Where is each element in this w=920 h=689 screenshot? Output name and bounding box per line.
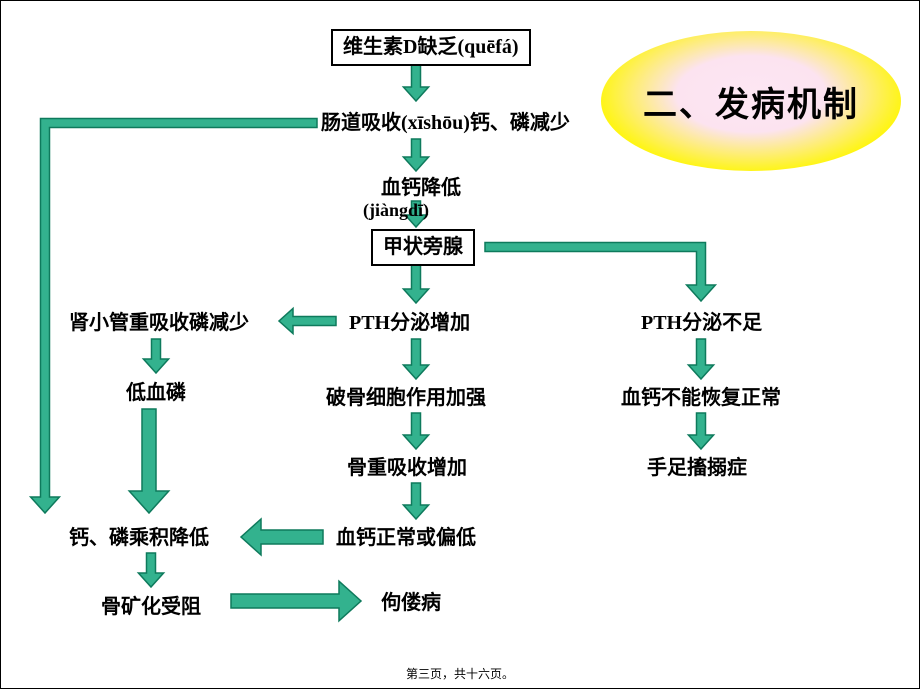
node-n_gut: 肠道吸收(xīshōu)钙、磷减少: [321, 111, 570, 136]
node-n_thy: 甲状旁腺: [371, 229, 475, 266]
node-n_tet: 手足搐搦症: [647, 456, 747, 481]
node-n_top: 维生素D缺乏(quēfá): [331, 29, 531, 66]
section-title-text: 二、发病机制: [643, 77, 859, 126]
page-footer: 第三页，共十六页。: [1, 665, 919, 682]
node-n_rick: 佝偻病: [381, 591, 441, 616]
node-n_kid: 肾小管重吸收磷减少: [69, 311, 249, 336]
node-n_bca1p: (jiàngdī): [363, 199, 429, 222]
node-n_break: 破骨细胞作用加强: [326, 386, 486, 411]
node-n_bca1: 血钙降低: [381, 176, 461, 201]
diagram-stage: 二、发病机制 第三页，共十六页。 维生素D缺乏(quēfá) 肠道吸收(xīshō…: [0, 0, 920, 689]
node-n_cap: 钙、磷乘积降低: [69, 526, 209, 551]
node-n_pthlo: PTH分泌不足: [641, 311, 762, 336]
node-n_block: 骨矿化受阻: [101, 595, 201, 620]
node-n_bca2: 血钙正常或偏低: [336, 526, 476, 551]
node-n_lowp: 低血磷: [126, 381, 186, 406]
node-n_pthup: PTH分泌增加: [349, 311, 470, 336]
node-n_reabs: 骨重吸收增加: [347, 456, 467, 481]
section-title-oval: 二、发病机制: [601, 31, 901, 171]
node-n_canot: 血钙不能恢复正常: [621, 386, 781, 411]
